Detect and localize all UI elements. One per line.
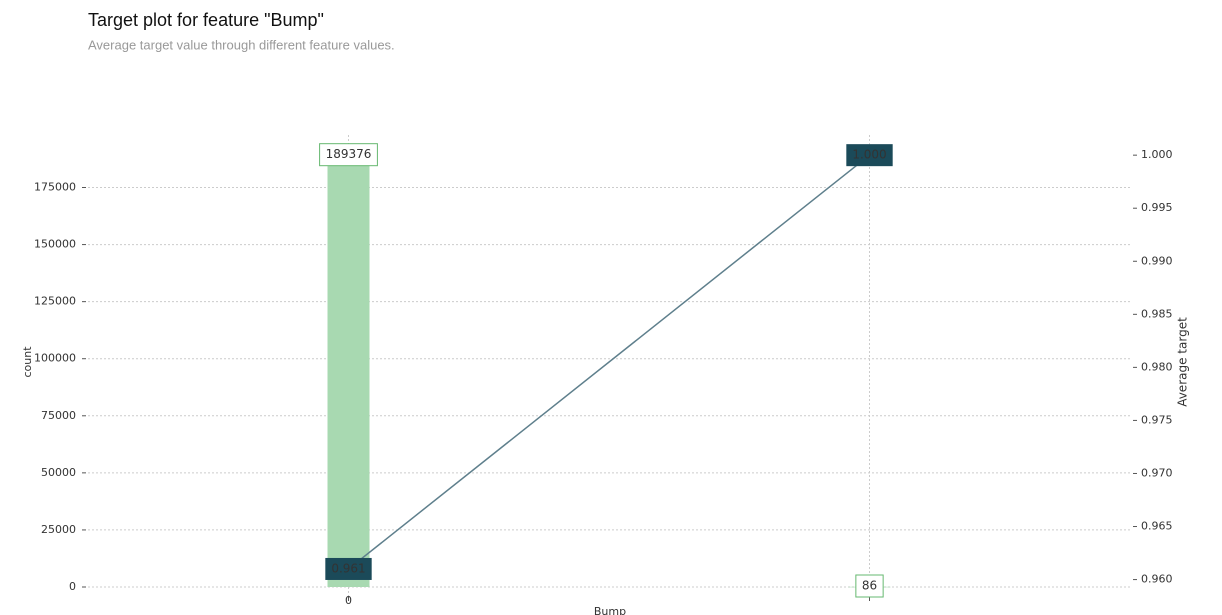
count-label-box bbox=[855, 574, 884, 598]
bar bbox=[327, 154, 370, 587]
y2-tick-label: 0.975 bbox=[1141, 413, 1173, 426]
x-tick-label: 0 bbox=[345, 594, 352, 607]
y-tick-label: 125000 bbox=[34, 295, 76, 308]
y-tick-label: 50000 bbox=[41, 466, 76, 479]
y-tick-label: 75000 bbox=[41, 409, 76, 422]
chart-subtitle: Average target value through different f… bbox=[88, 37, 395, 52]
y-tick-label: 150000 bbox=[34, 238, 76, 251]
chart-title: Target plot for feature "Bump" bbox=[88, 10, 324, 30]
count-label: 189376 bbox=[326, 147, 372, 161]
y-tick-label: 175000 bbox=[34, 181, 76, 194]
y2-tick-label: 0.990 bbox=[1141, 254, 1173, 267]
line bbox=[348, 154, 870, 570]
y2-tick-label: 0.970 bbox=[1141, 466, 1173, 479]
target-label: 0.961 bbox=[331, 561, 365, 575]
y2-tick-label: 0.965 bbox=[1141, 520, 1173, 533]
y2-axis-label: Average target bbox=[1176, 317, 1190, 407]
y-tick-label: 25000 bbox=[41, 523, 76, 536]
y2-tick-label: 0.985 bbox=[1141, 307, 1173, 320]
y-tick-label: 0 bbox=[69, 580, 76, 593]
y-axis-label: count bbox=[21, 346, 34, 378]
count-label-box bbox=[319, 143, 378, 167]
y2-tick-label: 1.000 bbox=[1141, 148, 1173, 161]
target-label: 1.000 bbox=[852, 148, 886, 162]
y-tick-label: 100000 bbox=[34, 352, 76, 365]
count-label: 86 bbox=[862, 579, 877, 593]
y2-tick-label: 0.980 bbox=[1141, 360, 1173, 373]
target-label-box bbox=[846, 144, 893, 167]
x-axis-label: Bump bbox=[594, 605, 626, 615]
y2-tick-label: 0.995 bbox=[1141, 201, 1173, 214]
target-label-box bbox=[325, 557, 372, 580]
y2-tick-label: 0.960 bbox=[1141, 573, 1173, 586]
